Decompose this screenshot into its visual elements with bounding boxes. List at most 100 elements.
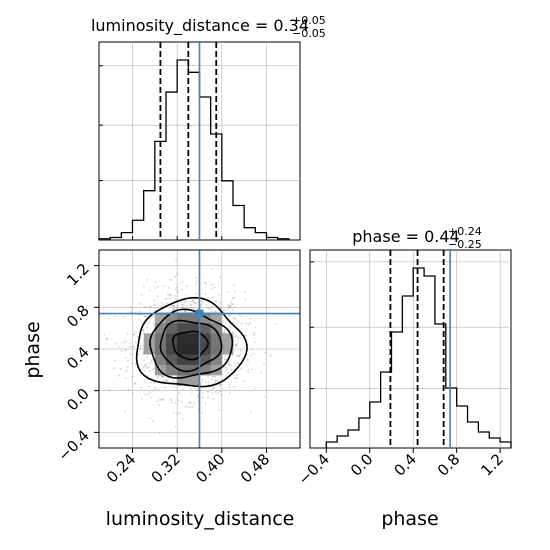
- scatter-point: [219, 383, 221, 386]
- scatter-point: [236, 361, 239, 364]
- y-tick-label: −0.4: [54, 426, 92, 464]
- scatter-point: [186, 304, 189, 307]
- scatter-point: [158, 404, 161, 406]
- scatter-point: [106, 337, 109, 340]
- scatter-point: [217, 391, 220, 394]
- scatter-point: [142, 353, 144, 356]
- scatter-point: [127, 388, 130, 391]
- scatter-point: [174, 425, 177, 428]
- scatter-point: [140, 293, 143, 296]
- scatter-point: [144, 305, 147, 308]
- x-tick-label: 0.4: [390, 450, 420, 480]
- density-cell: [210, 312, 223, 324]
- joint-panel: 0.24 0.32 0.40 0.48 −0.4 0.0 0.4 0.8 1.2 luminos…: [22, 249, 301, 530]
- scatter-point: [235, 343, 238, 345]
- scatter-point: [218, 294, 221, 296]
- x-tick-label: 0.8: [434, 450, 464, 480]
- scatter-point: [232, 340, 235, 342]
- density-cell: [199, 364, 211, 376]
- scatter-point: [180, 401, 183, 403]
- scatter-point: [149, 381, 152, 384]
- scatter-point: [211, 375, 214, 378]
- scatter-point: [173, 294, 176, 297]
- scatter-point: [253, 333, 256, 336]
- scatter-point: [162, 380, 165, 383]
- scatter-point: [129, 311, 132, 314]
- luminosity-distance-title-sub: −0.05: [292, 27, 326, 40]
- scatter-point: [193, 303, 196, 306]
- histogram-step: [325, 267, 512, 448]
- scatter-point: [237, 337, 240, 340]
- scatter-point: [240, 337, 242, 340]
- scatter-point: [223, 366, 226, 368]
- scatter-point: [235, 335, 237, 337]
- scatter-point: [182, 306, 185, 309]
- scatter-point: [213, 382, 216, 384]
- scatter-point: [150, 397, 153, 400]
- scatter-point: [160, 305, 163, 307]
- scatter-point: [125, 377, 127, 380]
- scatter-point: [270, 354, 273, 357]
- scatter-point: [228, 386, 231, 389]
- density-cell: [210, 322, 223, 334]
- scatter-point: [168, 294, 171, 296]
- scatter-point: [204, 281, 206, 284]
- scatter-point: [149, 391, 151, 393]
- ticks: [99, 65, 267, 240]
- scatter-point: [190, 306, 193, 309]
- scatter-point: [236, 374, 238, 377]
- scatter-point: [205, 381, 207, 384]
- scatter-point: [231, 354, 234, 357]
- scatter-point: [229, 326, 232, 329]
- scatter-point: [156, 400, 159, 403]
- density-cell: [221, 343, 234, 355]
- scatter-point: [229, 304, 232, 307]
- scatter-point: [235, 344, 237, 346]
- scatter-point: [153, 386, 156, 389]
- scatter-point: [143, 364, 146, 367]
- scatter-point: [233, 332, 236, 335]
- scatter-point: [142, 329, 145, 332]
- scatter-point: [229, 307, 232, 309]
- scatter-point: [158, 399, 161, 401]
- scatter-point: [219, 383, 221, 386]
- scatter-point: [232, 321, 235, 324]
- scatter-point: [210, 288, 213, 290]
- scatter-point: [137, 353, 140, 356]
- quantile-lines: [159, 42, 218, 240]
- scatter-point: [172, 304, 175, 307]
- scatter-point: [218, 384, 221, 387]
- scatter-point: [153, 304, 156, 307]
- scatter-point: [225, 369, 227, 372]
- scatter-point: [194, 302, 196, 305]
- scatter-point: [148, 289, 151, 292]
- scatter-point: [103, 333, 106, 336]
- scatter-point: [152, 304, 155, 307]
- scatter-point: [141, 397, 143, 400]
- scatter-point: [201, 412, 204, 414]
- scatter-point: [223, 331, 226, 334]
- scatter-point: [205, 303, 208, 306]
- scatter-point: [264, 352, 266, 354]
- scatter-point: [154, 287, 157, 290]
- scatter-point: [161, 375, 163, 378]
- scatter-point: [224, 322, 227, 324]
- scatter-point: [177, 399, 180, 402]
- scatter-point: [230, 368, 233, 371]
- scatter-point: [263, 362, 265, 365]
- scatter-point: [131, 345, 134, 348]
- scatter-point: [187, 406, 190, 408]
- scatter-point: [108, 389, 111, 392]
- scatter-point: [170, 294, 173, 297]
- scatter-point: [236, 321, 239, 324]
- scatter-point: [173, 308, 175, 311]
- scatter-point: [143, 316, 146, 318]
- scatter-point: [154, 281, 157, 283]
- scatter-point: [174, 401, 177, 404]
- scatter-point: [176, 412, 179, 415]
- scatter-point: [211, 268, 214, 270]
- scatter-point: [201, 300, 204, 303]
- scatter-point: [177, 392, 180, 395]
- scatter-point: [184, 295, 187, 297]
- scatter-point: [195, 302, 198, 305]
